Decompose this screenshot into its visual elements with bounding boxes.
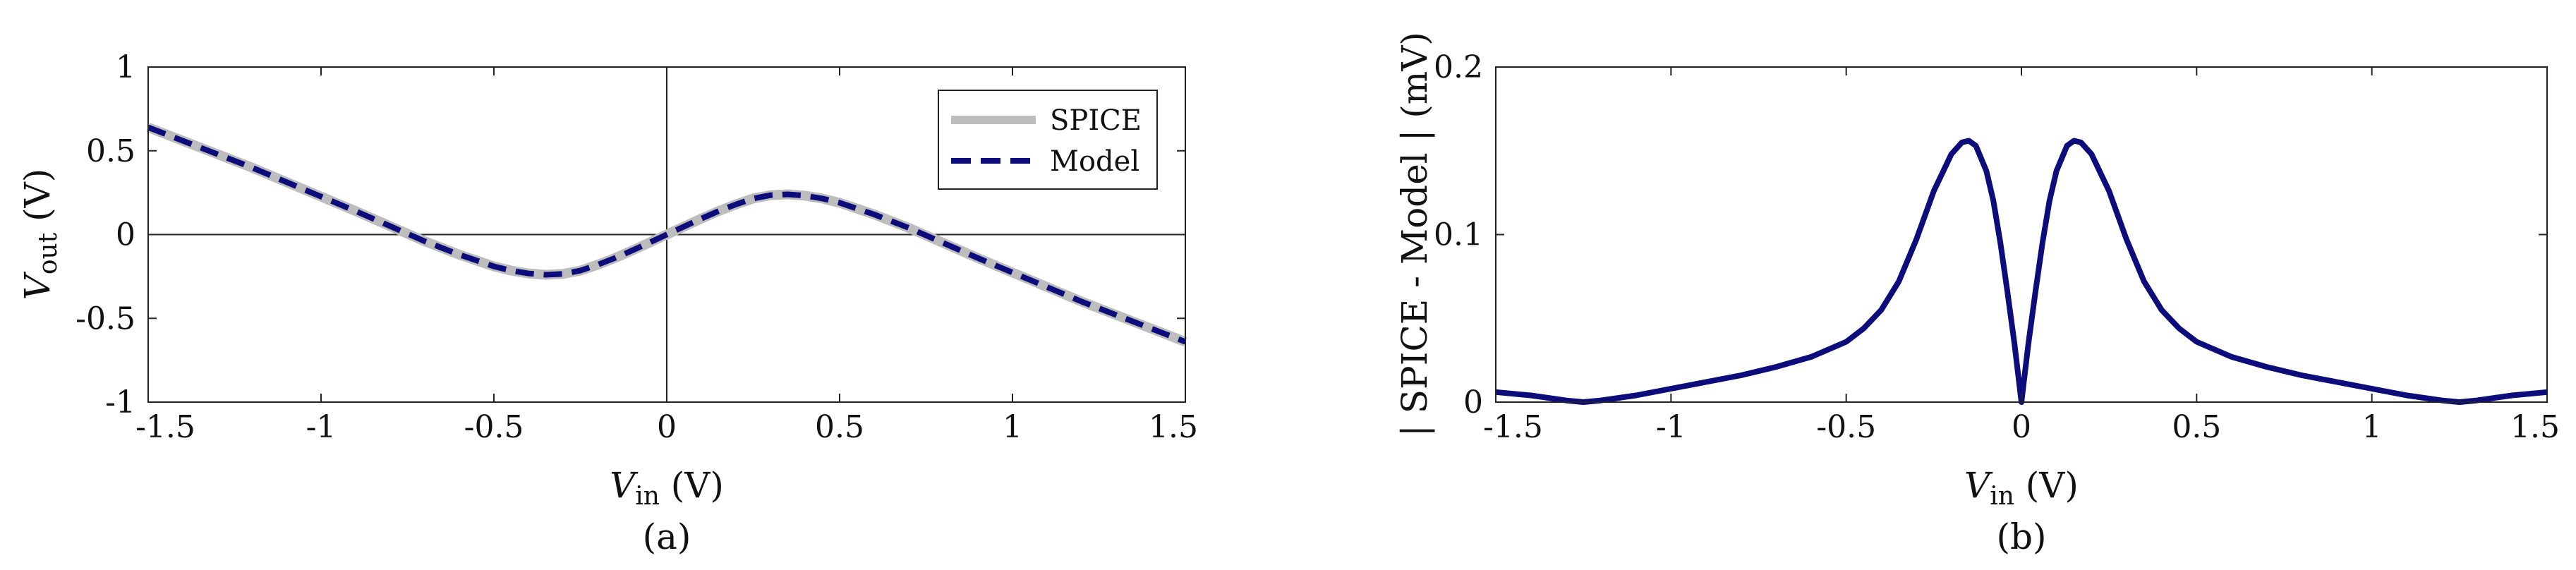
chart-a-xtick-label: 0 xyxy=(657,409,677,445)
chart-b: -1.5 -1 -0.5 0 0.5 1 1.5 0 0.1 0.2 | SPICE - Mode… xyxy=(1394,32,2560,557)
chart-b-ytick-label: 0.1 xyxy=(1434,217,1483,253)
chart-a-xlabel-unit: (V) xyxy=(671,465,724,506)
chart-b-xlabel: Vin (V) xyxy=(1964,465,2079,511)
chart-b-xtick-label: -0.5 xyxy=(1816,409,1876,445)
chart-a-ylabel-var: V xyxy=(17,271,58,300)
chart-b-xtick-label: 1.5 xyxy=(2510,409,2560,445)
chart-b-plot-area xyxy=(1496,67,2547,402)
chart-a-ytick-label: -0.5 xyxy=(75,301,135,336)
chart-b-xtick-label: -1.5 xyxy=(1483,409,1543,445)
chart-b-xlabel-sub: in xyxy=(1990,482,2014,511)
chart-b-xtick-label: 0 xyxy=(2012,409,2031,445)
chart-a-xlabel: Vin (V) xyxy=(610,465,724,511)
chart-a-series-model xyxy=(147,124,1187,345)
chart-a-xtick-label: -1.5 xyxy=(135,409,195,445)
chart-a-ytick-label: 0.5 xyxy=(86,133,135,169)
chart-b-xlabel-unit: (V) xyxy=(2026,465,2079,506)
chart-a-legend: SPICE Model xyxy=(938,90,1158,190)
chart-a-legend-label-model: Model xyxy=(1050,145,1139,178)
chart-a-ticks: -1.5 -1 -0.5 0 0.5 1 1.5-1-0.500.51 xyxy=(75,49,1198,445)
chart-a-legend-label-spice: SPICE xyxy=(1050,104,1142,137)
chart-a: -1.5 -1 -0.5 0 0.5 1 1.5-1-0.500.51 Vout (V) V… xyxy=(17,49,1198,557)
chart-b-xtick-label: 0.5 xyxy=(2172,409,2221,445)
chart-a-ytick-label: -1 xyxy=(105,384,135,420)
chart-b-ylabel: | SPICE - Model | (mV) xyxy=(1394,32,1435,437)
chart-a-ytick-label: 0 xyxy=(116,217,135,253)
chart-b-ticks: -1.5 -1 -0.5 0 0.5 1 1.5 0 0.1 0.2 xyxy=(1434,49,2560,445)
chart-b-ytick-label: 0 xyxy=(1463,384,1483,420)
chart-a-xlabel-sub: in xyxy=(635,482,660,511)
chart-a-xlabel-var: V xyxy=(610,465,639,506)
chart-b-xtick-label: -1 xyxy=(1656,409,1686,445)
chart-a-series xyxy=(146,122,1187,347)
chart-a-ylabel-unit: (V) xyxy=(17,169,58,222)
chart-a-ytick-label: 1 xyxy=(116,49,135,85)
chart-a-xtick-label: -1 xyxy=(306,409,337,445)
chart-a-xtick-label: 0.5 xyxy=(815,409,864,445)
chart-a-xtick-label: -0.5 xyxy=(464,409,524,445)
chart-a-caption: (a) xyxy=(643,516,691,557)
chart-a-legend-box xyxy=(938,90,1158,190)
chart-b-xlabel-var: V xyxy=(1964,465,1993,506)
chart-b-caption: (b) xyxy=(1996,516,2046,557)
chart-a-xtick-label: 1 xyxy=(1003,409,1022,445)
chart-b-ytick-label: 0.2 xyxy=(1434,49,1483,85)
chart-a-ylabel-sub: out xyxy=(34,232,63,274)
chart-b-xtick-label: 1 xyxy=(2362,409,2382,445)
chart-a-ylabel: Vout (V) xyxy=(17,169,63,300)
chart-a-xtick-label: 1.5 xyxy=(1149,409,1198,445)
